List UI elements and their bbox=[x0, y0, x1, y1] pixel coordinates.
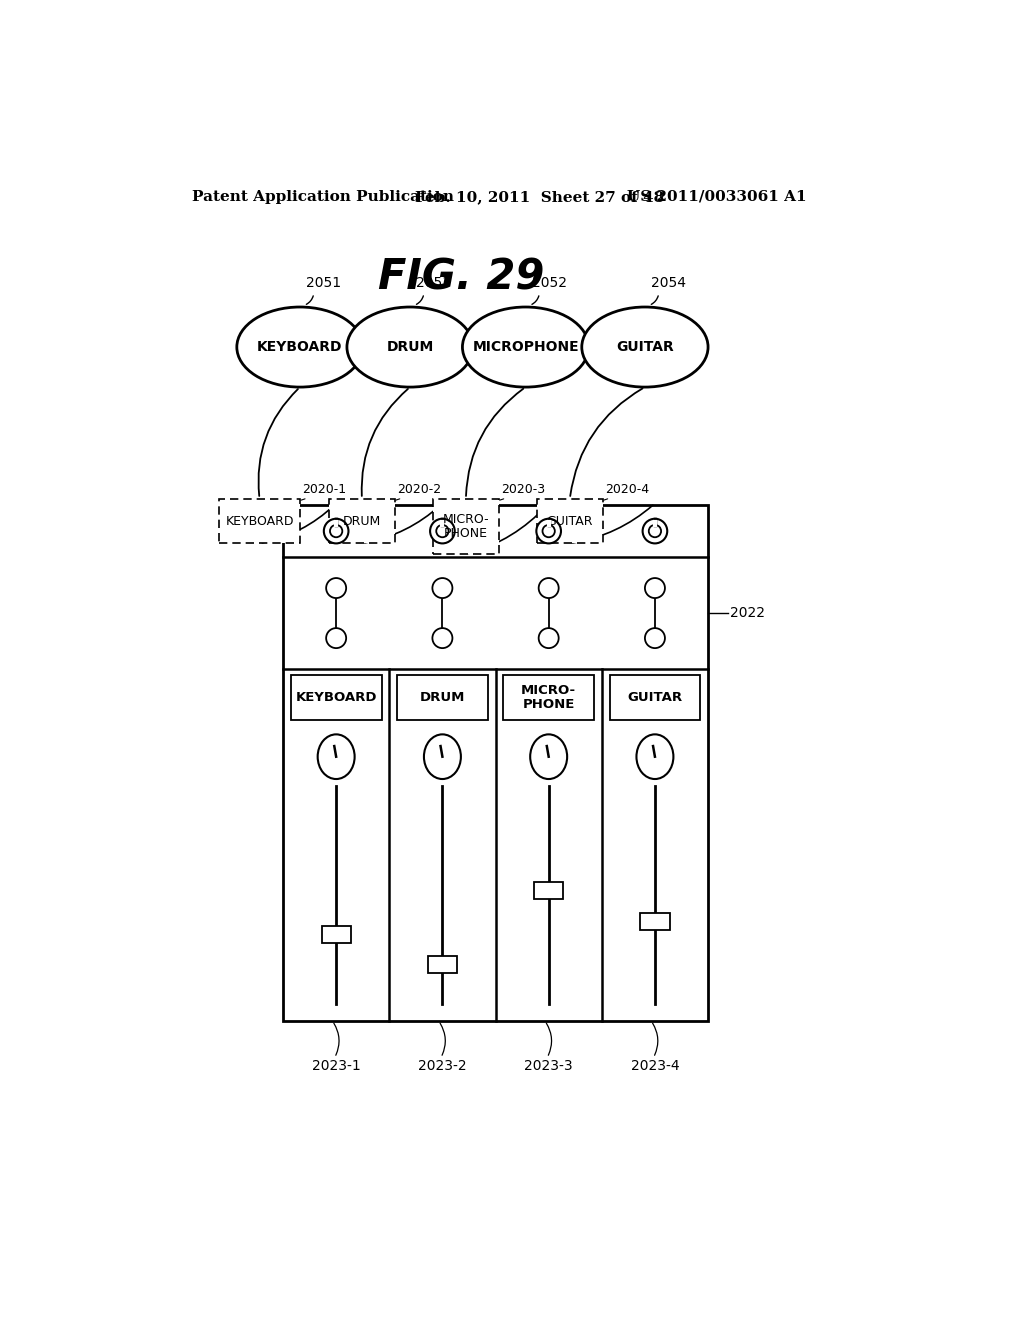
Text: KEYBOARD: KEYBOARD bbox=[225, 515, 294, 528]
Text: DRUM: DRUM bbox=[386, 341, 434, 354]
FancyBboxPatch shape bbox=[503, 675, 594, 719]
Text: DRUM: DRUM bbox=[420, 690, 465, 704]
Text: 2023-1: 2023-1 bbox=[311, 1059, 360, 1073]
Text: GUITAR: GUITAR bbox=[628, 690, 682, 704]
Text: FIG. 29: FIG. 29 bbox=[379, 257, 545, 298]
Text: 2020-4: 2020-4 bbox=[605, 483, 649, 496]
FancyBboxPatch shape bbox=[291, 675, 382, 719]
Text: Feb. 10, 2011  Sheet 27 of 48: Feb. 10, 2011 Sheet 27 of 48 bbox=[416, 190, 665, 203]
Ellipse shape bbox=[463, 308, 589, 387]
FancyBboxPatch shape bbox=[330, 499, 394, 544]
FancyBboxPatch shape bbox=[538, 499, 602, 544]
Circle shape bbox=[432, 578, 453, 598]
Text: DRUM: DRUM bbox=[343, 515, 381, 528]
Circle shape bbox=[324, 519, 348, 544]
Ellipse shape bbox=[530, 734, 567, 779]
Text: MICRO-
PHONE: MICRO- PHONE bbox=[521, 684, 577, 711]
Text: US 2011/0033061 A1: US 2011/0033061 A1 bbox=[628, 190, 807, 203]
FancyBboxPatch shape bbox=[640, 912, 670, 929]
Text: MICRO-
PHONE: MICRO- PHONE bbox=[442, 513, 489, 540]
Ellipse shape bbox=[637, 734, 674, 779]
Ellipse shape bbox=[317, 734, 354, 779]
FancyBboxPatch shape bbox=[433, 499, 499, 554]
Text: KEYBOARD: KEYBOARD bbox=[257, 341, 343, 354]
FancyBboxPatch shape bbox=[283, 506, 708, 1020]
Circle shape bbox=[643, 519, 668, 544]
Text: 2054: 2054 bbox=[651, 276, 686, 290]
Text: 2052: 2052 bbox=[531, 276, 566, 290]
FancyBboxPatch shape bbox=[609, 675, 700, 719]
Text: MICROPHONE: MICROPHONE bbox=[472, 341, 579, 354]
Circle shape bbox=[537, 519, 561, 544]
Ellipse shape bbox=[347, 308, 473, 387]
Circle shape bbox=[430, 519, 455, 544]
Text: GUITAR: GUITAR bbox=[547, 515, 593, 528]
Circle shape bbox=[432, 628, 453, 648]
Text: GUITAR: GUITAR bbox=[616, 341, 674, 354]
Text: 2020-3: 2020-3 bbox=[501, 483, 545, 496]
FancyBboxPatch shape bbox=[535, 882, 563, 899]
FancyBboxPatch shape bbox=[322, 925, 351, 942]
FancyBboxPatch shape bbox=[428, 956, 457, 973]
FancyBboxPatch shape bbox=[397, 675, 487, 719]
Text: Patent Application Publication: Patent Application Publication bbox=[193, 190, 455, 203]
Circle shape bbox=[539, 578, 559, 598]
Text: 2020-2: 2020-2 bbox=[397, 483, 441, 496]
Circle shape bbox=[645, 628, 665, 648]
Circle shape bbox=[326, 628, 346, 648]
Text: 2053: 2053 bbox=[416, 276, 452, 290]
Circle shape bbox=[539, 628, 559, 648]
Ellipse shape bbox=[237, 308, 364, 387]
Ellipse shape bbox=[582, 308, 708, 387]
FancyBboxPatch shape bbox=[219, 499, 300, 544]
Circle shape bbox=[326, 578, 346, 598]
Ellipse shape bbox=[424, 734, 461, 779]
Text: 2022: 2022 bbox=[730, 606, 765, 620]
Text: KEYBOARD: KEYBOARD bbox=[295, 690, 377, 704]
Text: 2023-2: 2023-2 bbox=[418, 1059, 467, 1073]
Text: 2051: 2051 bbox=[306, 276, 341, 290]
Text: 2020-1: 2020-1 bbox=[302, 483, 346, 496]
Text: 2023-3: 2023-3 bbox=[524, 1059, 573, 1073]
Circle shape bbox=[645, 578, 665, 598]
Text: 2023-4: 2023-4 bbox=[631, 1059, 679, 1073]
